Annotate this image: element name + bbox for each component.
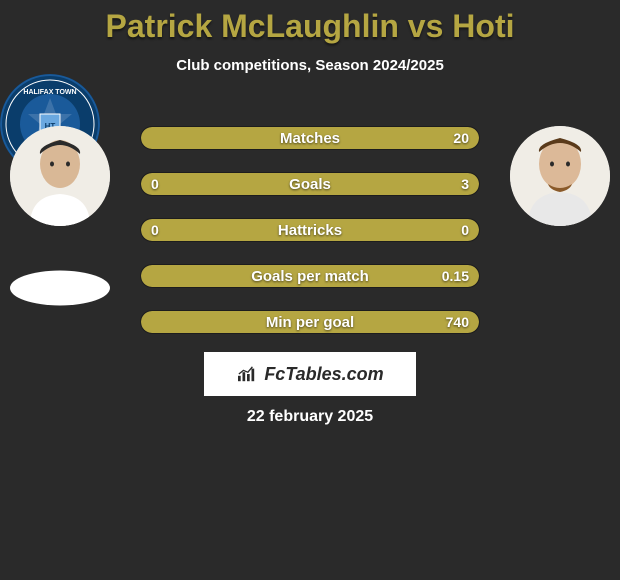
player-left-club-badge (10, 271, 110, 306)
stat-value-right: 3 (461, 176, 469, 192)
stat-label: Goals (141, 176, 479, 193)
date-label: 22 february 2025 (0, 408, 620, 426)
watermark-text: FcTables.com (264, 364, 383, 385)
page-title: Patrick McLaughlin vs Hoti (0, 0, 620, 45)
stat-label: Matches (141, 130, 479, 147)
stat-value-right: 0 (461, 222, 469, 238)
player-right-avatar (510, 126, 610, 226)
stat-bar: Matches20 (140, 126, 480, 150)
person-icon (510, 126, 610, 226)
stat-value-right: 0.15 (442, 268, 469, 284)
stat-value-right: 740 (446, 314, 469, 330)
stat-label: Goals per match (141, 268, 479, 285)
chart-icon (236, 365, 258, 383)
stat-bar: Goals per match0.15 (140, 264, 480, 288)
player-left-avatar (10, 126, 110, 226)
stat-value-right: 20 (453, 130, 469, 146)
stat-bar: Min per goal740 (140, 310, 480, 334)
stat-bar: 0Hattricks0 (140, 218, 480, 242)
stat-bar: 0Goals3 (140, 172, 480, 196)
stats-bars: Matches200Goals30Hattricks0Goals per mat… (140, 126, 480, 356)
person-icon (10, 126, 110, 226)
stat-label: Hattricks (141, 222, 479, 239)
watermark: FcTables.com (204, 352, 416, 396)
svg-text:HALIFAX TOWN: HALIFAX TOWN (23, 89, 76, 96)
subtitle: Club competitions, Season 2024/2025 (0, 57, 620, 74)
stat-label: Min per goal (141, 314, 479, 331)
